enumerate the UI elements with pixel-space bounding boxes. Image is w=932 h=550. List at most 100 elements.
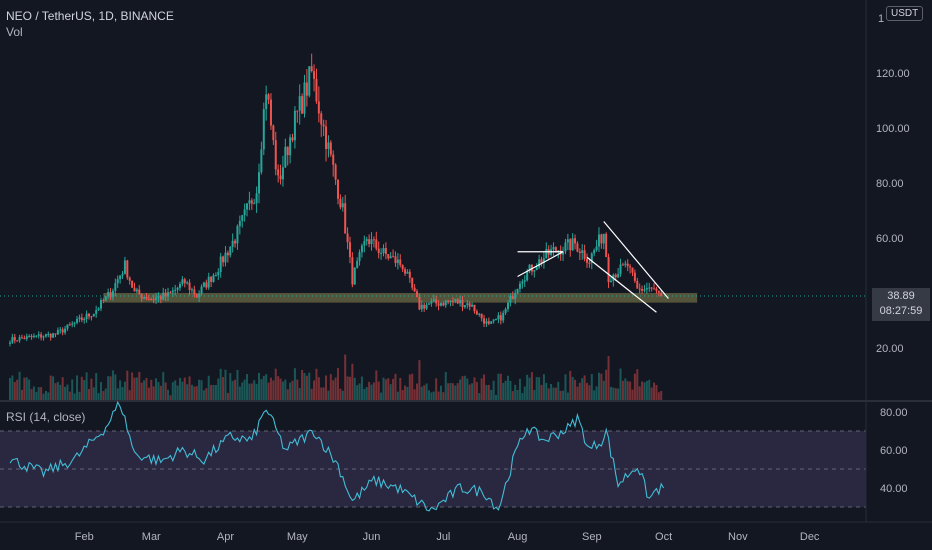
candle-body — [595, 246, 598, 251]
volume-bar — [198, 379, 201, 400]
candle-body — [475, 311, 478, 315]
volume-bar — [121, 387, 124, 400]
candle-body — [423, 304, 426, 309]
candle-body — [332, 154, 335, 165]
candle-body — [210, 276, 213, 282]
candle-body — [121, 273, 124, 276]
candle-body — [521, 281, 524, 284]
volume-bar — [95, 373, 98, 400]
volume-bar — [313, 380, 316, 400]
candle-body — [66, 324, 69, 329]
price-tick-label: 120.00 — [876, 68, 910, 80]
bar-countdown: 08:27:59 — [879, 305, 923, 317]
candle-body — [478, 313, 481, 315]
volume-bar — [334, 377, 337, 400]
volume-bar — [650, 387, 653, 400]
candle-body — [16, 340, 19, 342]
volume-bar — [279, 378, 282, 400]
candle-body — [356, 261, 359, 268]
candle-body — [571, 238, 574, 251]
candle-body — [621, 264, 624, 266]
volume-bar — [246, 374, 249, 400]
candle-body — [569, 239, 572, 251]
candle-body — [358, 252, 361, 262]
candle-body — [169, 292, 172, 294]
volume-bar — [586, 382, 589, 400]
volume-bar — [655, 384, 658, 400]
volume-bar — [423, 385, 426, 400]
volume-bar — [461, 376, 464, 400]
volume-bar — [44, 390, 47, 400]
volume-bar — [296, 379, 299, 400]
volume-bar — [174, 380, 177, 400]
candle-body — [59, 329, 62, 331]
volume-bar — [557, 381, 560, 400]
volume-label: Vol — [6, 25, 23, 39]
volume-bar — [471, 383, 474, 400]
volume-bar — [406, 386, 409, 400]
candle-body — [396, 259, 399, 264]
candle-body — [619, 264, 622, 275]
volume-bar — [214, 384, 217, 400]
volume-bar — [253, 380, 256, 400]
volume-bar — [286, 389, 289, 400]
symbol-title[interactable]: NEO / TetherUS, 1D, BINANCE — [6, 9, 174, 23]
volume-bar — [394, 373, 397, 400]
candle-body — [207, 276, 210, 288]
volume-bar — [238, 386, 241, 400]
candle-body — [78, 317, 81, 319]
volume-bar — [64, 386, 67, 400]
volume-bar — [202, 390, 205, 400]
volume-bar — [346, 376, 349, 400]
candle-body — [370, 239, 373, 244]
candle-body — [286, 146, 289, 156]
candle-body — [545, 249, 548, 259]
volume-bar — [329, 374, 332, 400]
volume-bar — [547, 388, 550, 400]
volume-bar — [564, 374, 567, 400]
volume-bar — [219, 368, 222, 400]
candle-body — [73, 322, 76, 324]
volume-bar — [569, 370, 572, 400]
candle-body — [47, 333, 50, 335]
volume-bar — [516, 389, 519, 400]
candle-body — [574, 238, 577, 244]
rsi-indicator-label[interactable]: RSI (14, close) — [6, 410, 86, 424]
candle-body — [490, 321, 493, 324]
volume-bar — [542, 374, 545, 400]
volume-bar — [459, 379, 462, 400]
candle-body — [629, 266, 632, 268]
candle-body — [348, 242, 351, 258]
volume-bar — [178, 377, 181, 400]
currency-unit-badge[interactable]: USDT — [886, 6, 924, 21]
volume-bar — [109, 376, 112, 400]
candle-body — [42, 336, 45, 338]
time-tick-label: Dec — [800, 531, 820, 543]
candle-body — [241, 215, 244, 221]
candle-body — [205, 282, 208, 288]
volume-bar — [595, 386, 598, 400]
volume-bar — [351, 363, 354, 400]
candle-body — [162, 292, 165, 300]
volume-bar — [143, 380, 146, 400]
volume-bar — [499, 373, 502, 400]
volume-bar — [224, 369, 227, 400]
candle-body — [502, 312, 505, 321]
candle-body — [466, 303, 469, 306]
volume-bar — [250, 383, 253, 400]
price-tick-label: 80.00 — [876, 178, 904, 190]
candle-body — [322, 124, 325, 127]
volume-bar — [73, 393, 76, 400]
volume-bar — [32, 386, 35, 400]
candle-body — [380, 253, 383, 255]
candle-body — [164, 292, 167, 297]
candle-body — [109, 292, 112, 298]
candle-body — [394, 256, 397, 264]
volume-bar — [648, 379, 651, 400]
candle-body — [145, 297, 148, 299]
volume-bar — [463, 375, 466, 400]
volume-bar — [427, 390, 430, 400]
candle-body — [514, 293, 517, 300]
candle-body — [90, 316, 93, 318]
